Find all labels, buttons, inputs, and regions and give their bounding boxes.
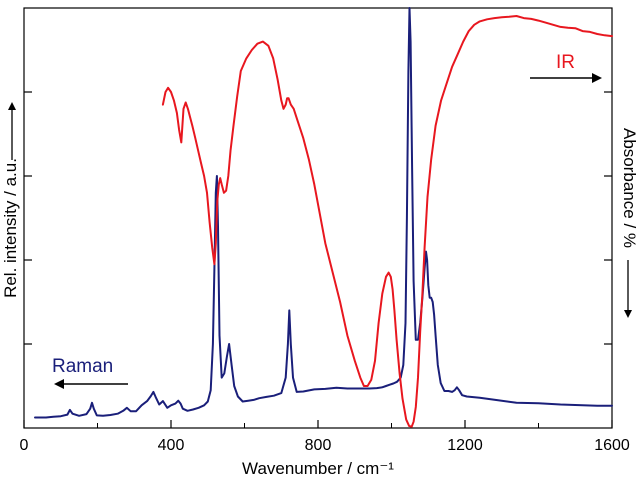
x-tick-labels: 0 400 800 1200 1600 <box>20 437 630 454</box>
ir-label: IR <box>556 52 575 73</box>
series-line-raman <box>34 7 613 419</box>
x-axis-title: Wavenumber / cm⁻¹ <box>242 459 394 478</box>
ir-annotation: IR <box>530 52 602 83</box>
y-axis-right-arrowhead <box>624 310 632 318</box>
x-tick-label-0: 0 <box>20 437 29 454</box>
x-tick-label-3: 1200 <box>447 437 483 454</box>
x-tick-label-2: 800 <box>305 437 332 454</box>
y-axis-left-title-group: Rel. intensity / a.u. <box>1 102 20 298</box>
raman-annotation: Raman <box>52 356 128 389</box>
raman-label: Raman <box>52 356 113 377</box>
axis-ticks <box>23 91 613 428</box>
ir-arrowhead <box>592 73 602 83</box>
raman-arrowhead <box>54 379 64 389</box>
y-axis-right-title-group: Absorbance / % <box>620 128 639 318</box>
series-line-ir <box>161 15 613 428</box>
x-tick-label-1: 400 <box>158 437 185 454</box>
x-tick-label-4: 1600 <box>594 437 630 454</box>
y-axis-left-title: Rel. intensity / a.u. <box>1 158 20 298</box>
y-axis-left-arrowhead <box>8 102 16 110</box>
y-axis-right-title: Absorbance / % <box>620 128 639 248</box>
series-layer <box>34 7 613 428</box>
